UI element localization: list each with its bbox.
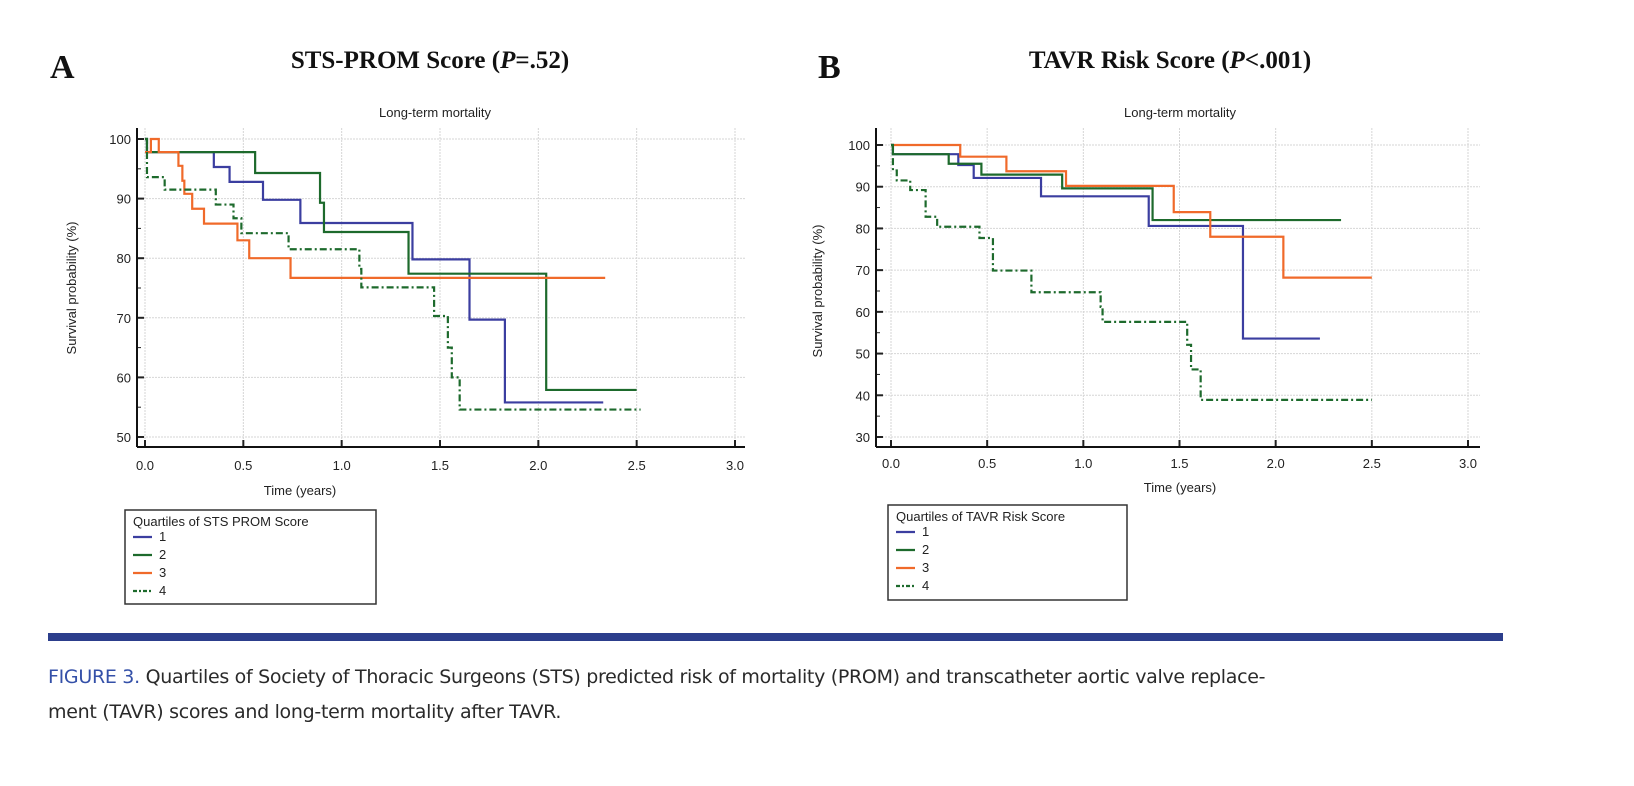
legend-label-2: 2: [922, 542, 929, 557]
y-tick-label: 70: [856, 263, 870, 278]
series-quartile-1-line: [891, 143, 1320, 340]
title-prefix: TAVR Risk Score (: [1029, 47, 1230, 74]
series-quartile-1-line: [145, 137, 604, 404]
y-tick-label: 60: [856, 305, 870, 320]
title-p: P: [499, 47, 516, 74]
x-tick-label: 3.0: [726, 458, 744, 473]
panel-letter: B: [818, 49, 841, 86]
y-tick-label: 40: [856, 388, 870, 403]
y-axis-title: Survival probability (%): [64, 222, 79, 355]
panel-letter: A: [50, 49, 75, 86]
title-prefix: STS-PROM Score (: [291, 47, 500, 74]
x-tick-label: 2.5: [1363, 456, 1381, 471]
series-quartile-3-line: [891, 143, 1372, 279]
legend-label-2: 2: [159, 547, 166, 562]
series-quartile-2-line: [145, 137, 637, 392]
legend-label-3: 3: [159, 565, 166, 580]
panel-a: A STS-PROM Score (P=.52) Long-term mortali…: [50, 47, 745, 605]
y-tick-label: 30: [856, 430, 870, 445]
legend-label-4: 4: [159, 583, 166, 598]
x-axis-title: Time (years): [264, 483, 336, 498]
x-tick-label: 3.0: [1459, 456, 1477, 471]
x-tick-label: 1.5: [431, 458, 449, 473]
legend-title: Quartiles of TAVR Risk Score: [896, 509, 1065, 524]
y-tick-label: 50: [117, 430, 131, 445]
x-tick-label: 0.0: [882, 456, 900, 471]
y-tick-label: 60: [117, 370, 131, 385]
x-tick-label: 2.5: [628, 458, 646, 473]
y-tick-label: 90: [117, 192, 131, 207]
panel-title: TAVR Risk Score (P<.001): [1029, 47, 1311, 74]
legend-label-3: 3: [922, 560, 929, 575]
x-axis-title: Time (years): [1144, 480, 1216, 495]
caption-label: FIGURE 3.: [48, 666, 140, 688]
plot-subtitle: Long-term mortality: [379, 105, 491, 120]
x-tick-label: 1.5: [1170, 456, 1188, 471]
series-quartile-4-line: [891, 143, 1372, 401]
figure-caption: FIGURE 3. Quartiles of Society of Thorac…: [48, 660, 1548, 730]
y-tick-label: 100: [848, 138, 870, 153]
x-tick-label: 2.0: [1267, 456, 1285, 471]
legend-box: [887, 504, 1128, 601]
legend-label-1: 1: [922, 524, 929, 539]
x-tick-label: 0.5: [234, 458, 252, 473]
y-tick-label: 100: [109, 132, 131, 147]
panel-title: STS-PROM Score (P=.52): [291, 47, 569, 74]
plot-subtitle: Long-term mortality: [1124, 105, 1236, 120]
y-tick-label: 70: [117, 311, 131, 326]
y-tick-label: 80: [117, 251, 131, 266]
series-quartile-4-line: [145, 137, 641, 411]
x-tick-label: 1.0: [333, 458, 351, 473]
caption-text-line2: ment (TAVR) scores and long-term mortali…: [48, 701, 562, 723]
y-axis-title: Survival probability (%): [810, 225, 825, 358]
title-p: P: [1229, 47, 1246, 74]
series-quartile-2-line: [891, 143, 1342, 222]
title-suffix: <.001): [1245, 47, 1311, 74]
x-tick-label: 0.5: [978, 456, 996, 471]
x-tick-label: 1.0: [1074, 456, 1092, 471]
y-tick-label: 80: [856, 221, 870, 236]
y-tick-label: 90: [856, 180, 870, 195]
panel-b: B TAVR Risk Score (P<.001) Long-term morta…: [810, 47, 1480, 601]
x-tick-label: 0.0: [136, 458, 154, 473]
legend-label-4: 4: [922, 578, 929, 593]
legend-box: [124, 509, 377, 605]
series-quartile-3-line: [145, 137, 606, 279]
caption-rule: [48, 633, 1503, 641]
caption-text-line1: Quartiles of Society of Thoracic Surgeon…: [139, 666, 1266, 688]
title-suffix: =.52): [515, 47, 569, 74]
x-tick-label: 2.0: [529, 458, 547, 473]
legend-title: Quartiles of STS PROM Score: [133, 514, 309, 529]
y-tick-label: 50: [856, 347, 870, 362]
legend-label-1: 1: [159, 529, 166, 544]
